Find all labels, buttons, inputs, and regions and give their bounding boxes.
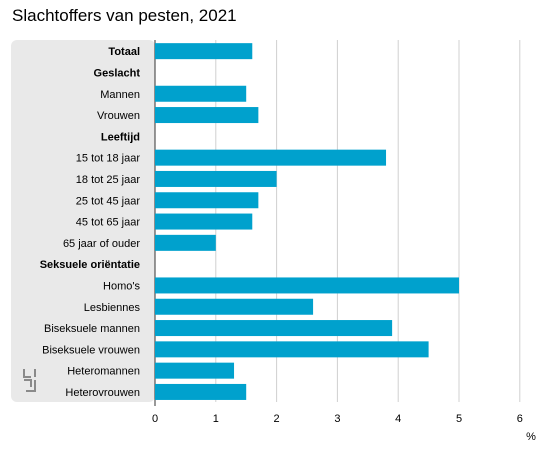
x-tick-label: 1 bbox=[213, 413, 219, 425]
x-axis-label: % bbox=[526, 431, 536, 443]
bar bbox=[155, 277, 459, 294]
bar bbox=[155, 298, 314, 315]
category-label: 45 tot 65 jaar bbox=[76, 217, 141, 229]
category-label: 25 tot 45 jaar bbox=[76, 195, 141, 207]
bar bbox=[155, 85, 247, 102]
bar bbox=[155, 341, 429, 358]
category-label: Heterovrouwen bbox=[65, 387, 140, 399]
x-tick-label: 2 bbox=[274, 413, 280, 425]
bar bbox=[155, 107, 259, 124]
category-label: Heteromannen bbox=[67, 366, 140, 378]
category-label: Totaal bbox=[108, 46, 140, 58]
bar bbox=[155, 234, 216, 251]
bar bbox=[155, 192, 259, 209]
category-label: Geslacht bbox=[94, 67, 141, 79]
category-label: 65 jaar of ouder bbox=[63, 238, 140, 250]
category-label: Biseksuele mannen bbox=[44, 323, 140, 335]
x-tick-label: 6 bbox=[517, 413, 523, 425]
x-tick-label: 3 bbox=[334, 413, 340, 425]
category-label: Biseksuele vrouwen bbox=[42, 344, 140, 356]
x-tick-label: 5 bbox=[456, 413, 462, 425]
chart-title: Slachtoffers van pesten, 2021 bbox=[12, 6, 237, 25]
x-tick-label: 4 bbox=[395, 413, 401, 425]
x-tick-label: 0 bbox=[152, 413, 158, 425]
cbs-logo bbox=[23, 369, 36, 392]
bar bbox=[155, 43, 253, 60]
bar bbox=[155, 170, 277, 187]
category-label: Homo's bbox=[103, 280, 140, 292]
category-label: Leeftijd bbox=[101, 131, 140, 143]
category-label: 18 tot 25 jaar bbox=[76, 174, 141, 186]
category-label: Mannen bbox=[100, 89, 140, 101]
category-label: 15 tot 18 jaar bbox=[76, 153, 141, 165]
category-label: Vrouwen bbox=[97, 110, 140, 122]
category-label: Lesbiennes bbox=[84, 302, 141, 314]
category-label: Seksuele oriëntatie bbox=[40, 259, 140, 271]
bar bbox=[155, 149, 387, 166]
bar bbox=[155, 383, 247, 400]
bar bbox=[155, 362, 235, 379]
bar bbox=[155, 320, 393, 337]
bar bbox=[155, 213, 253, 230]
category-label-panel bbox=[11, 40, 155, 402]
